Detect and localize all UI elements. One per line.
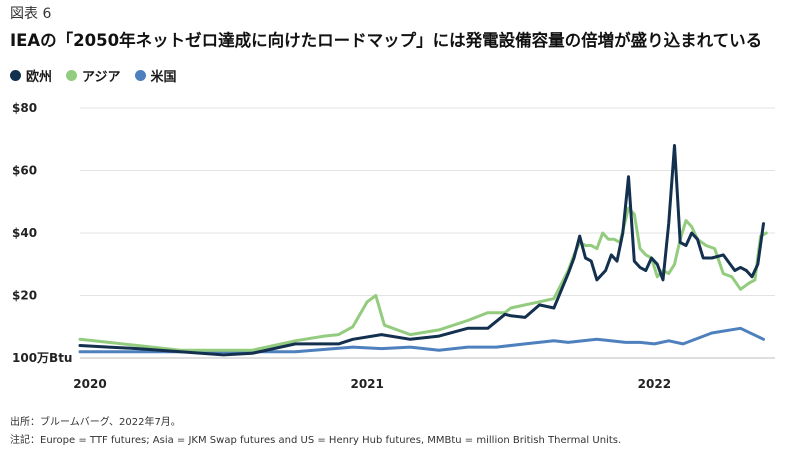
legend-marker-asia bbox=[66, 70, 78, 81]
chart-title: IEAの「2050年ネットゼロ達成に向けたロードマップ」には発電設備容量の倍増が… bbox=[10, 31, 763, 50]
legend-marker-us bbox=[134, 70, 146, 81]
series-line-us bbox=[78, 326, 765, 354]
legend-item-asia: アジア bbox=[66, 66, 121, 85]
y-tick-label: $20 bbox=[12, 289, 37, 303]
x-tick-label: 2021 bbox=[350, 377, 383, 391]
x-tick-label: 2020 bbox=[73, 377, 106, 391]
legend-label-asia: アジア bbox=[82, 70, 121, 85]
legend-label-us: 米国 bbox=[150, 70, 177, 85]
y-unit-label: 100万Btu bbox=[12, 351, 72, 365]
x-tick-label: 2022 bbox=[638, 377, 671, 391]
series-line-europe bbox=[78, 144, 765, 357]
figure-label: 図表 6 bbox=[10, 6, 52, 22]
legend-item-europe: 欧州 bbox=[10, 66, 52, 85]
source-note: 出所：ブルームバーグ、2022年7月。 bbox=[10, 417, 181, 428]
legend: 欧州 アジア 米国 bbox=[10, 66, 177, 85]
footnote: 注記：Europe = TTF futures; Asia = JKM Swap… bbox=[10, 435, 622, 446]
gridlines bbox=[80, 107, 775, 296]
y-tick-label: $40 bbox=[12, 226, 37, 240]
series-lines bbox=[78, 144, 768, 357]
legend-marker-europe bbox=[10, 70, 21, 81]
y-tick-label: $80 bbox=[12, 101, 37, 115]
y-tick-label: $60 bbox=[12, 164, 37, 178]
legend-label-europe: 欧州 bbox=[26, 70, 53, 85]
legend-item-us: 米国 bbox=[134, 66, 177, 85]
